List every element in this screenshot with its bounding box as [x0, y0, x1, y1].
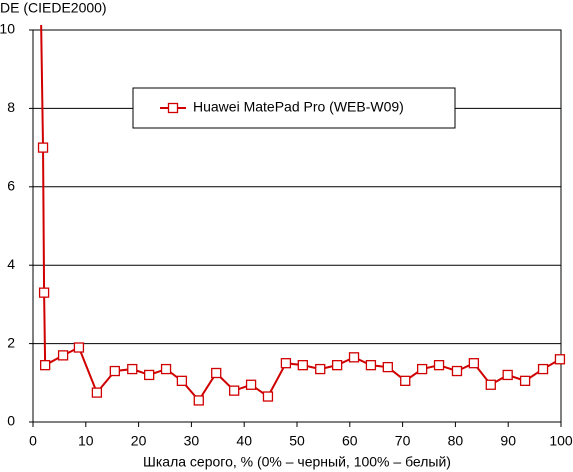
x-tick-label: 80	[448, 433, 464, 449]
y-axis-label: DE (CIEDE2000)	[0, 0, 107, 16]
point-marker	[297, 360, 308, 371]
point-marker	[519, 375, 531, 386]
point-marker	[451, 365, 463, 377]
y-tick-label: 0	[7, 413, 15, 429]
point-marker	[37, 142, 49, 153]
x-tick-label: 30	[184, 433, 200, 449]
point-marker	[73, 342, 85, 353]
x-tick-label: 100	[549, 433, 573, 449]
point-marker	[315, 363, 326, 375]
point-marker	[262, 391, 274, 402]
x-axis-label: Шкала серого, % (0% – черный, 100% – бел…	[143, 454, 451, 470]
point-marker	[176, 375, 188, 386]
y-tick-label: 4	[7, 256, 15, 272]
x-tick-label: 10	[78, 433, 94, 449]
point-marker	[211, 367, 222, 379]
y-tick-label: 10	[0, 21, 15, 37]
plot-area	[37, 25, 566, 406]
point-marker	[127, 363, 138, 375]
point-marker	[109, 365, 120, 377]
point-marker	[144, 369, 155, 381]
point-marker	[485, 379, 496, 390]
point-marker	[416, 363, 428, 375]
point-marker	[382, 361, 393, 373]
point-marker	[245, 379, 257, 390]
y-tick-label: 2	[7, 334, 15, 350]
point-marker	[433, 360, 445, 371]
point-marker	[502, 369, 513, 381]
x-tick-label: 0	[29, 433, 37, 449]
x-tick-label: 20	[131, 433, 147, 449]
x-tick-label: 70	[395, 433, 411, 449]
point-marker	[160, 363, 172, 375]
point-marker	[280, 358, 292, 369]
point-marker	[331, 360, 343, 371]
legend-label: Huawei MatePad Pro (WEB-W09)	[193, 99, 404, 115]
point-marker	[468, 358, 480, 369]
y-tick-label: 6	[7, 178, 15, 194]
point-marker	[348, 352, 360, 363]
point-marker	[91, 387, 103, 398]
legend-marker	[167, 102, 179, 114]
point-marker	[229, 385, 240, 396]
plot-frame	[32, 29, 562, 423]
point-marker	[39, 360, 51, 371]
y-tick-label: 8	[7, 99, 15, 115]
point-marker	[554, 354, 566, 365]
point-marker	[57, 350, 69, 361]
point-marker	[38, 287, 50, 298]
series-line	[40, 25, 561, 403]
x-tick-label: 50	[289, 433, 305, 449]
legend-box	[132, 87, 456, 129]
point-marker	[365, 360, 377, 371]
point-marker	[537, 363, 549, 375]
x-tick-label: 90	[500, 433, 516, 449]
x-tick-label: 60	[342, 433, 358, 449]
point-marker	[400, 375, 411, 386]
x-tick-label: 40	[236, 433, 252, 449]
point-marker	[193, 395, 204, 406]
